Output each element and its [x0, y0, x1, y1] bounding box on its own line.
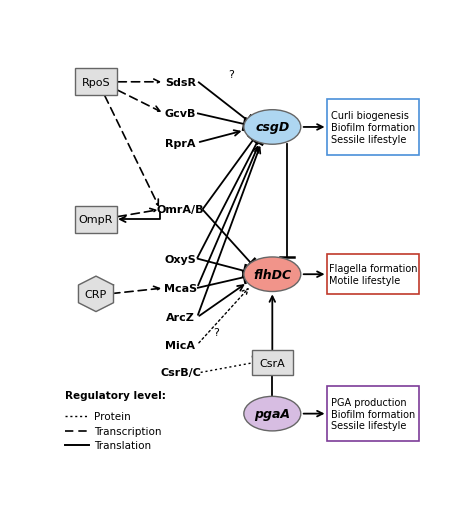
Ellipse shape: [244, 397, 301, 431]
Text: OxyS: OxyS: [164, 254, 196, 264]
Text: RprA: RprA: [165, 138, 196, 149]
FancyBboxPatch shape: [75, 69, 117, 96]
Text: pgaA: pgaA: [255, 407, 290, 420]
Text: Curli biogenesis
Biofilm formation
Sessile lifestyle: Curli biogenesis Biofilm formation Sessi…: [331, 111, 415, 144]
Text: ArcZ: ArcZ: [166, 313, 195, 323]
FancyBboxPatch shape: [328, 100, 419, 155]
Text: McaS: McaS: [164, 284, 197, 293]
Text: CRP: CRP: [85, 289, 107, 299]
FancyBboxPatch shape: [252, 351, 292, 375]
Text: CsrA: CsrA: [259, 358, 285, 368]
Text: PGA production
Biofilm formation
Sessile lifestyle: PGA production Biofilm formation Sessile…: [331, 397, 415, 431]
Text: csgD: csgD: [255, 121, 290, 134]
Text: Regulatory level:: Regulatory level:: [65, 390, 165, 400]
Text: OmrA/B: OmrA/B: [157, 205, 204, 215]
Text: ?: ?: [213, 327, 219, 337]
Text: Transcription: Transcription: [94, 426, 162, 436]
Text: ?: ?: [228, 70, 234, 79]
Text: RpoS: RpoS: [82, 78, 110, 88]
Text: CsrB/C: CsrB/C: [160, 367, 201, 378]
Text: Flagella formation
Motile lifestyle: Flagella formation Motile lifestyle: [329, 264, 418, 286]
FancyBboxPatch shape: [75, 207, 117, 233]
Polygon shape: [79, 276, 113, 312]
Ellipse shape: [244, 258, 301, 292]
Text: Translation: Translation: [94, 441, 151, 450]
FancyBboxPatch shape: [328, 254, 419, 295]
FancyBboxPatch shape: [328, 386, 419, 441]
Text: GcvB: GcvB: [165, 109, 196, 119]
Text: MicA: MicA: [165, 340, 195, 350]
Text: Protein: Protein: [94, 411, 131, 421]
Text: SdsR: SdsR: [165, 78, 196, 88]
Text: OmpR: OmpR: [79, 215, 113, 225]
Text: flhDC: flhDC: [253, 268, 292, 281]
Ellipse shape: [244, 110, 301, 145]
